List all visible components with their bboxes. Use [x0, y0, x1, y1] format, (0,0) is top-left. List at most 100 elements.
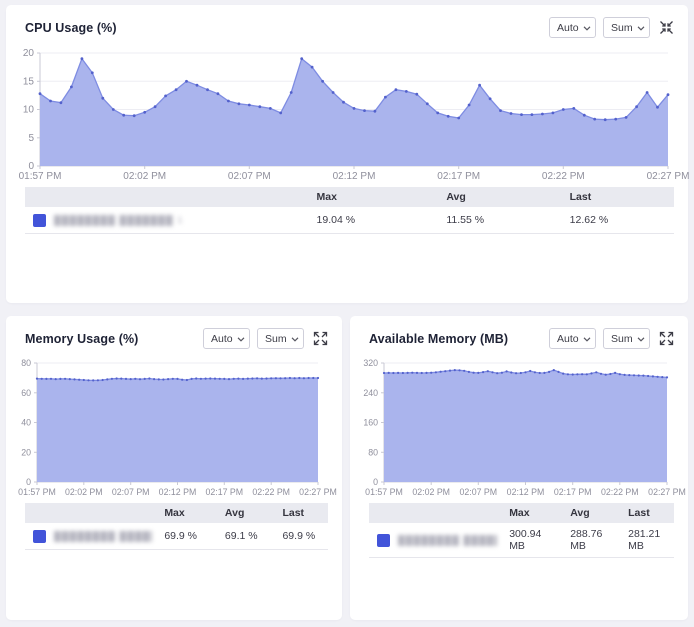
series-max-value: 69.9 %: [158, 523, 219, 550]
legend-row[interactable]: ████████ ███████ 1 300.94 MB 288.76 MB 2…: [369, 523, 674, 558]
svg-text:20: 20: [21, 447, 31, 457]
series-color-swatch: [33, 529, 46, 543]
svg-text:80: 80: [21, 358, 31, 368]
time-scale-select[interactable]: Auto: [549, 17, 596, 38]
legend-header-avg: Avg: [218, 503, 277, 523]
svg-text:60: 60: [21, 388, 31, 398]
svg-text:02:12 PM: 02:12 PM: [507, 487, 545, 497]
svg-text:02:12 PM: 02:12 PM: [333, 171, 376, 182]
time-scale-select[interactable]: Auto: [203, 328, 250, 349]
panel-header: CPU Usage (%) Auto Sum: [6, 5, 688, 38]
panel-cpu-usage: CPU Usage (%) Auto Sum: [6, 5, 690, 303]
svg-text:02:07 PM: 02:07 PM: [112, 487, 150, 497]
legend-header-last: Last: [622, 503, 674, 523]
compress-icon: [660, 21, 673, 34]
series-name-cell: ████████ ███████ 1: [25, 523, 159, 550]
legend-row[interactable]: ████████ ███████ 1 19.04 % 11.55 % 12.62…: [25, 207, 674, 234]
svg-text:02:02 PM: 02:02 PM: [123, 171, 166, 182]
legend-table: Max Avg Last ████████ ███████ 1 300.94 M…: [369, 503, 674, 558]
legend-row[interactable]: ████████ ███████ 1 69.9 % 69.1 % 69.9 %: [25, 523, 328, 550]
svg-text:5: 5: [28, 133, 34, 144]
time-scale-select[interactable]: Auto: [549, 328, 596, 349]
panel-header: Memory Usage (%) Auto Sum: [6, 316, 342, 349]
chart-controls: Auto Sum: [203, 328, 328, 349]
chart-controls: Auto Sum: [549, 328, 674, 349]
aggregation-select-wrap: Sum: [603, 17, 650, 38]
series-color-swatch: [33, 213, 46, 227]
expand-button[interactable]: [313, 331, 328, 346]
chart-controls: Auto Sum: [549, 17, 674, 38]
time-scale-select-wrap: Auto: [549, 17, 596, 38]
panel-memory-usage: Memory Usage (%) Auto Sum: [6, 316, 342, 620]
memory-usage-area-chart[interactable]: 0 20 40 60 80 01:57 PM 02:02 PM 02:07 PM 02:12 P…: [6, 349, 342, 499]
svg-text:20: 20: [23, 48, 35, 59]
svg-text:320: 320: [363, 358, 378, 368]
svg-text:80: 80: [368, 447, 378, 457]
compress-button[interactable]: [659, 20, 674, 35]
legend-header-max: Max: [503, 503, 565, 523]
legend-header-max: Max: [310, 187, 441, 207]
svg-text:02:22 PM: 02:22 PM: [542, 171, 585, 182]
series-last-value: 281.21 MB: [622, 523, 674, 558]
series-name-redacted: ████████ ███████ 1: [54, 530, 152, 542]
svg-text:10: 10: [23, 105, 35, 116]
series-max-value: 19.04 %: [310, 207, 441, 234]
legend-header-avg: Avg: [440, 187, 564, 207]
svg-text:02:07 PM: 02:07 PM: [228, 171, 271, 182]
aggregation-select[interactable]: Sum: [257, 328, 304, 349]
svg-text:15: 15: [23, 76, 35, 87]
page-title: CPU Usage (%): [25, 20, 117, 35]
legend-header-name: [369, 503, 504, 523]
time-scale-select-wrap: Auto: [203, 328, 250, 349]
svg-text:02:22 PM: 02:22 PM: [252, 487, 290, 497]
legend-header-max: Max: [158, 503, 219, 523]
series-avg-value: 69.1 %: [218, 523, 277, 550]
aggregation-select-wrap: Sum: [257, 328, 304, 349]
svg-text:02:27 PM: 02:27 PM: [647, 171, 690, 182]
legend-header-name: [25, 503, 159, 523]
panel-available-memory: Available Memory (MB) Auto Sum: [350, 316, 688, 620]
legend-header-row: Max Avg Last: [369, 503, 674, 523]
cpu-usage-area-chart[interactable]: 0 5 10 15 20 01:57 PM 02:02 PM 02:07 PM 02:12 PM…: [6, 38, 690, 183]
series-name-redacted: ████████ ███████ 1: [398, 534, 497, 546]
panel-header: Available Memory (MB) Auto Sum: [350, 316, 688, 349]
svg-text:0: 0: [26, 477, 31, 487]
svg-text:01:57 PM: 01:57 PM: [365, 487, 403, 497]
series-color-swatch: [377, 533, 390, 547]
svg-text:02:22 PM: 02:22 PM: [601, 487, 639, 497]
aggregation-select[interactable]: Sum: [603, 328, 650, 349]
series-avg-value: 11.55 %: [440, 207, 564, 234]
svg-text:01:57 PM: 01:57 PM: [19, 171, 62, 182]
svg-text:02:02 PM: 02:02 PM: [65, 487, 103, 497]
series-last-value: 69.9 %: [276, 523, 328, 550]
svg-text:0: 0: [373, 477, 378, 487]
legend-header-name: [25, 187, 311, 207]
legend-header-row: Max Avg Last: [25, 503, 328, 523]
series-name-redacted: ████████ ███████ 1: [54, 214, 184, 226]
time-scale-select-wrap: Auto: [549, 328, 596, 349]
legend-table: Max Avg Last ████████ ███████ 1 69.9 % 6…: [25, 503, 328, 550]
svg-text:240: 240: [363, 388, 378, 398]
svg-text:01:57 PM: 01:57 PM: [18, 487, 56, 497]
legend-header-avg: Avg: [564, 503, 623, 523]
svg-text:160: 160: [363, 418, 378, 428]
svg-text:02:07 PM: 02:07 PM: [459, 487, 497, 497]
expand-icon: [313, 331, 328, 346]
legend-header-last: Last: [276, 503, 328, 523]
svg-text:02:27 PM: 02:27 PM: [648, 487, 686, 497]
series-max-value: 300.94 MB: [503, 523, 565, 558]
svg-text:0: 0: [28, 161, 34, 172]
svg-text:02:12 PM: 02:12 PM: [159, 487, 197, 497]
series-name-cell: ████████ ███████ 1: [369, 523, 504, 558]
page-title: Available Memory (MB): [369, 331, 509, 346]
expand-icon: [659, 331, 674, 346]
expand-button[interactable]: [659, 331, 674, 346]
series-avg-value: 288.76 MB: [564, 523, 623, 558]
series-name-cell: ████████ ███████ 1: [25, 207, 311, 234]
available-memory-area-chart[interactable]: 0 80 160 240 320 01:57 PM 02:02 PM 02:07 PM 02:1…: [350, 349, 688, 499]
svg-text:02:17 PM: 02:17 PM: [205, 487, 243, 497]
svg-text:02:02 PM: 02:02 PM: [412, 487, 450, 497]
aggregation-select[interactable]: Sum: [603, 17, 650, 38]
svg-text:02:17 PM: 02:17 PM: [437, 171, 480, 182]
legend-header-row: Max Avg Last: [25, 187, 674, 207]
